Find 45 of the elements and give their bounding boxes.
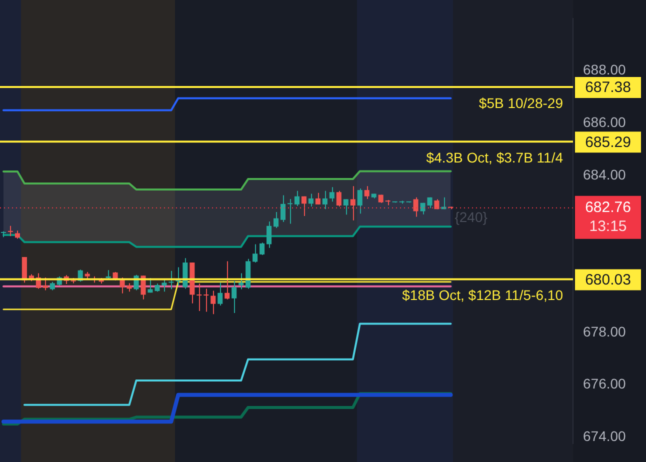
candlestick [336, 190, 342, 208]
candlestick [308, 193, 314, 208]
annotation: $4.3B Oct, $3.7B 11/4 [426, 150, 564, 166]
y-tick-label: 676.00 [583, 376, 626, 392]
candlestick [364, 186, 370, 200]
candlestick [238, 272, 244, 290]
candlestick [218, 282, 223, 306]
candlestick [120, 276, 125, 294]
candlestick [22, 256, 27, 284]
y-tick-label: 686.00 [583, 114, 626, 130]
ref-line-label: 687.38 [585, 79, 631, 96]
y-tick-label: 674.00 [583, 428, 626, 444]
candlestick [329, 186, 334, 202]
candlestick [196, 282, 202, 312]
candlestick [322, 190, 328, 210]
candlestick [168, 270, 174, 290]
candlestick [301, 196, 306, 216]
candlestick [294, 190, 300, 207]
candlestick [224, 260, 230, 300]
candlestick [210, 290, 216, 315]
candlestick [8, 225, 13, 237]
candlestick [280, 194, 286, 222]
y-tick-label: 688.00 [583, 62, 626, 78]
candlestick [357, 188, 362, 214]
ref-line-label: 685.29 [585, 134, 631, 151]
y-tick-label: 678.00 [583, 323, 626, 340]
candlestick [232, 280, 237, 314]
candlestick [350, 186, 356, 221]
ref-line-label: 680.03 [585, 271, 631, 288]
candlestick [252, 244, 258, 264]
annotation: $18B Oct, $12B 11/5-6,10 [402, 287, 564, 304]
candlestick [42, 276, 48, 291]
candlestick [343, 198, 348, 216]
candlestick [287, 198, 293, 224]
candlestick [162, 278, 167, 292]
ref-line-label: 682.76 [585, 198, 631, 216]
candlestick [260, 242, 265, 256]
candlestick [274, 212, 279, 228]
candlestick [413, 196, 418, 218]
candlestick [204, 288, 209, 312]
candlestick [315, 192, 320, 205]
candlestick [266, 220, 272, 248]
y-tick-label: 684.00 [583, 166, 626, 182]
annotation: $5B 10/28-29 [478, 94, 564, 111]
text: 13:15 [589, 218, 627, 235]
